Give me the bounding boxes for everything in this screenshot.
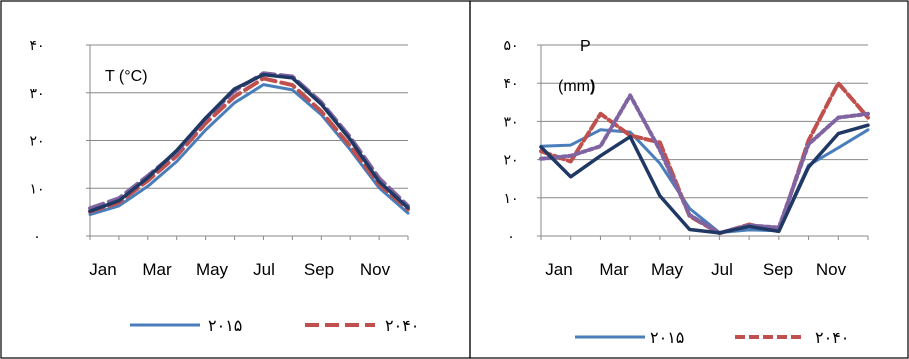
precipitation-axes (537, 44, 869, 240)
precipitation-y-tick-label: ۰ (507, 228, 515, 244)
temperature-series-line-4 (88, 72, 410, 213)
precipitation-legend-label: ۲۰۱۵ (650, 330, 684, 347)
precipitation-series-line-4 (539, 123, 870, 235)
temperature-legend-label: ۲۰۴۰ (385, 318, 419, 335)
precipitation-annotation-line2: (mm) (558, 78, 595, 95)
precipitation-x-tick-label: Mar (599, 260, 629, 279)
precipitation-y-tick-label: ۳۰ (503, 113, 518, 129)
precipitation-x-tick-label: Jan (545, 260, 572, 279)
temperature-series (88, 71, 410, 216)
precipitation-annotation-paren: ) (590, 78, 595, 95)
temperature-x-tick-label: Nov (360, 260, 391, 279)
precipitation-x-tick-label: Nov (816, 260, 847, 279)
precipitation-y-tick-label: ۵۰ (503, 37, 518, 53)
precipitation-x-tick-label: May (651, 260, 684, 279)
temperature-axes (86, 44, 409, 240)
temperature-y-tick-label: ۱۰ (29, 180, 44, 196)
precipitation-legend: ۲۰۱۵ ۲۰۴۰ (575, 330, 849, 347)
precipitation-y-tick-labels: ۰ ۱۰ ۲۰ ۳۰ ۴۰ ۵۰ (503, 37, 518, 244)
temperature-y-tick-label: ۴۰ (29, 37, 44, 53)
temperature-series-line-2 (88, 76, 410, 214)
temperature-x-tick-label: Sep (304, 260, 334, 279)
temperature-x-tick-label: May (196, 260, 229, 279)
temperature-gridlines (90, 44, 408, 189)
temperature-y-tick-label: ۰ (33, 228, 41, 244)
right-chart-frame (469, 0, 909, 359)
precipitation-series-line-3 (539, 93, 870, 235)
temperature-chart: ۰ ۱۰ ۲۰ ۳۰ ۴۰ Jan Mar May Jul Sep Nov T (°C) ۲۰۱۵… (29, 37, 419, 335)
precipitation-y-tick-label: ۴۰ (503, 75, 518, 91)
temperature-series-line-1 (88, 83, 410, 216)
temperature-x-tick-label: Jan (89, 260, 116, 279)
precipitation-x-tick-label: Jul (711, 260, 733, 279)
temperature-x-tick-label: Mar (142, 260, 172, 279)
precipitation-annotation-unit: (mm (558, 78, 590, 95)
left-chart-frame (0, 0, 471, 359)
temperature-x-tick-labels: Jan Mar May Jul Sep Nov (89, 260, 390, 279)
precipitation-x-tick-labels: Jan Mar May Jul Sep Nov (545, 260, 846, 279)
precipitation-series-line-1 (539, 128, 870, 235)
precipitation-series (539, 81, 870, 236)
precipitation-y-tick-label: ۱۰ (503, 190, 518, 206)
temperature-y-tick-label: ۳۰ (29, 85, 44, 101)
precipitation-y-tick-label: ۲۰ (503, 152, 518, 168)
temperature-y-tick-labels: ۰ ۱۰ ۲۰ ۳۰ ۴۰ (29, 37, 44, 244)
temperature-y-tick-label: ۲۰ (29, 133, 44, 149)
temperature-legend: ۲۰۱۵ ۲۰۴۰ (130, 318, 419, 335)
precipitation-legend-label: ۲۰۴۰ (815, 330, 849, 347)
precipitation-chart: ۰ ۱۰ ۲۰ ۳۰ ۴۰ ۵۰ Jan Mar May Jul Sep Nov P (mm) ۲۰… (503, 37, 870, 347)
precipitation-x-tick-label: Sep (763, 260, 793, 279)
temperature-x-tick-label: Jul (253, 260, 275, 279)
precipitation-annotation-line1: P (580, 38, 591, 55)
temperature-legend-label: ۲۰۱۵ (208, 318, 242, 335)
temperature-annotation: T (°C) (105, 68, 148, 85)
